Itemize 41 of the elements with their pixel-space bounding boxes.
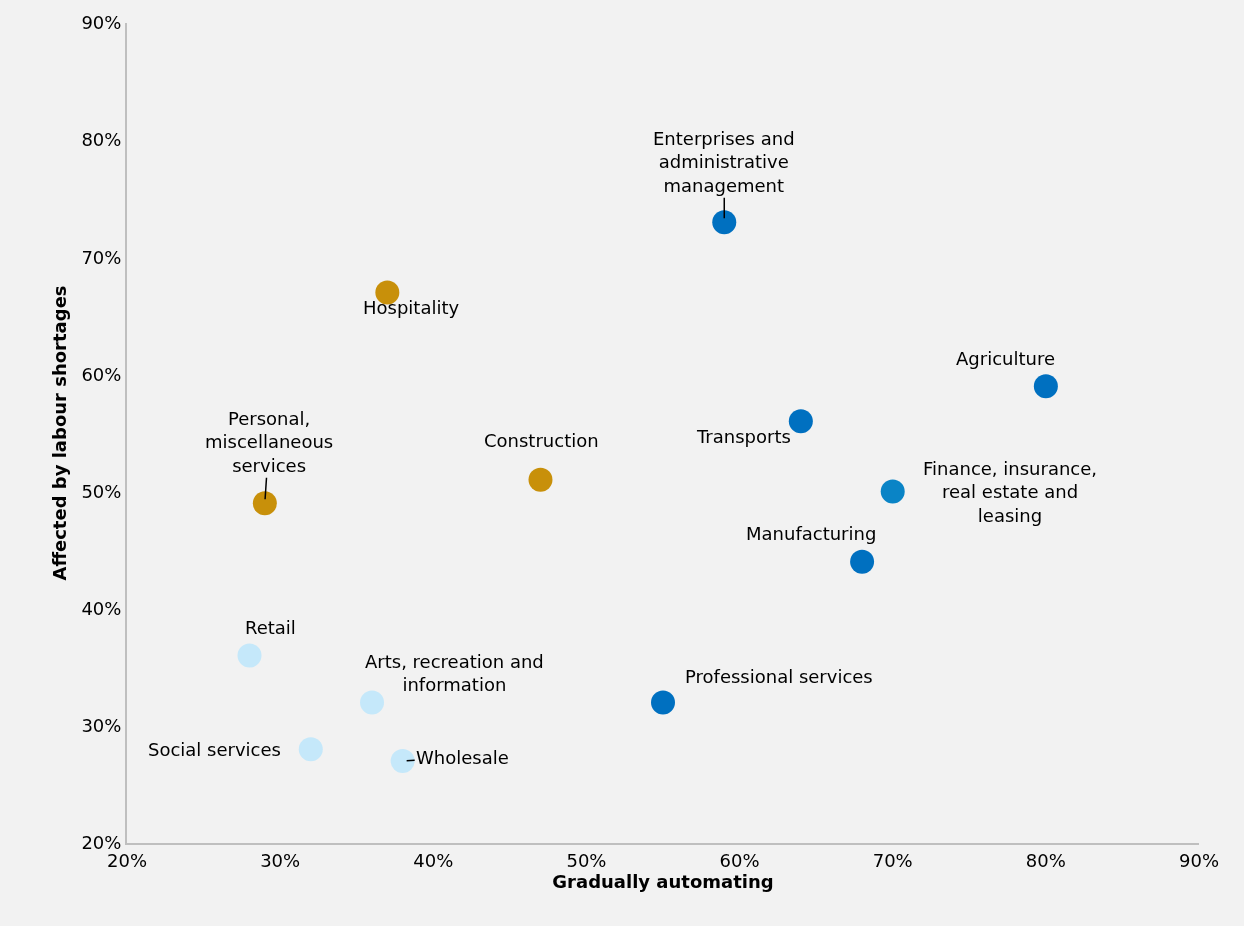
- point: [712, 210, 737, 235]
- y-tick-label: 40%: [81, 598, 122, 620]
- y-tick-label: 80%: [81, 129, 122, 151]
- annotation: Manufacturing: [746, 523, 877, 544]
- x-tick-label: 60%: [719, 849, 760, 871]
- x-tick-label: 90%: [1178, 849, 1220, 871]
- annotation: Finance, insurance, real estate and leasing: [923, 458, 1098, 526]
- annotation: Enterprises and administrative management: [653, 128, 795, 196]
- x-tick-label: 30%: [260, 849, 301, 871]
- point: [237, 643, 262, 668]
- annotation: Social services: [148, 739, 281, 760]
- y-axis-title: Affected by labour shortages: [49, 285, 71, 581]
- y-tick-label: 60%: [81, 363, 122, 385]
- annotation: Wholesale: [416, 747, 509, 768]
- y-tick-label: 50%: [81, 480, 122, 502]
- point: [788, 409, 813, 434]
- x-tick-label: 50%: [566, 849, 607, 871]
- point: [390, 749, 415, 773]
- point: [880, 479, 905, 504]
- point: [1033, 374, 1058, 399]
- annotation: Arts, recreation and information: [365, 651, 544, 696]
- point: [651, 690, 675, 715]
- annotation: Construction: [484, 430, 599, 451]
- point: [850, 549, 875, 574]
- x-tick-label: 40%: [413, 849, 454, 871]
- annotation: Agriculture: [956, 348, 1055, 369]
- annotation: Retail: [245, 617, 296, 638]
- point: [252, 491, 277, 516]
- annotation: Personal, miscellaneous services: [205, 408, 334, 476]
- point: [298, 737, 323, 762]
- annotation: Transports: [696, 426, 791, 447]
- annotation: Professional services: [685, 666, 873, 687]
- y-tick-label: 30%: [81, 715, 122, 737]
- x-axis-title: Gradually automating: [552, 870, 774, 892]
- x-tick-label: 80%: [1025, 849, 1066, 871]
- point: [360, 690, 385, 715]
- y-tick-label: 70%: [81, 246, 122, 268]
- y-tick-label: 90%: [81, 12, 122, 34]
- point: [528, 467, 553, 492]
- annotation: Hospitality: [363, 297, 460, 318]
- x-tick-label: 70%: [872, 849, 913, 871]
